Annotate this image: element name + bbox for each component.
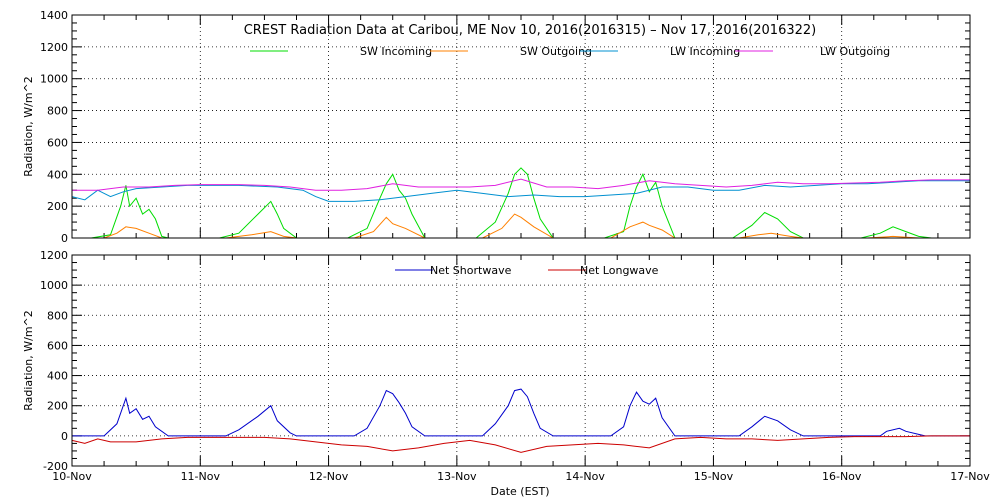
x-tick-label: 14-Nov [565, 470, 605, 483]
x-axis-label: Date (EST) [490, 485, 549, 498]
x-tick-label: 15-Nov [694, 470, 734, 483]
legend-label: SW Incoming [360, 45, 432, 58]
x-tick-label: 13-Nov [437, 470, 477, 483]
legend-label: LW Incoming [670, 45, 740, 58]
plot-frame [71, 254, 971, 467]
y-tick-label: 400 [47, 370, 68, 383]
y-tick-label: 1200 [40, 249, 68, 262]
y-tick-label: 800 [47, 309, 68, 322]
series-line-lw-incoming [71, 180, 970, 202]
y-tick-label: 400 [47, 168, 68, 181]
x-tick-label: 11-Nov [181, 470, 221, 483]
y-tick-label: 1400 [40, 9, 68, 22]
x-tick-label: 12-Nov [309, 470, 349, 483]
y-tick-label: -200 [43, 460, 68, 473]
y-tick-label: 0 [61, 430, 68, 443]
y-axis-label: Radiation, W/m^2 [22, 76, 35, 177]
series-line-lw-outgoing [72, 178, 970, 191]
x-tick-label: 10-Nov [52, 470, 92, 483]
y-tick-label: 200 [47, 200, 68, 213]
series-line-net-shortwave [72, 388, 970, 437]
legend-label: Net Longwave [580, 264, 659, 277]
legend-label: SW Outgoing [520, 45, 592, 58]
y-tick-label: 1200 [40, 41, 68, 54]
y-tick-label: 1000 [40, 279, 68, 292]
y-tick-label: 600 [47, 136, 68, 149]
legend-label: LW Outgoing [820, 45, 890, 58]
y-tick-label: 1000 [40, 73, 68, 86]
top-panel: 0 200 400 600 800 1000 1200 1400 Radiation, W/m^… [22, 9, 971, 245]
y-tick-label: 600 [47, 339, 68, 352]
series-line-sw-incoming [72, 167, 970, 239]
plot-frame [71, 14, 971, 239]
series-line-net-longwave [71, 435, 970, 453]
y-axis-label: Radiation, W/m^2 [22, 310, 35, 411]
legend-label: Net Shortwave [430, 264, 512, 277]
y-tick-label: 0 [61, 232, 68, 245]
bottom-panel: -200 0 200 400 600 800 1000 1200 Radiation, W/m^… [22, 249, 990, 498]
x-tick-label: 17-Nov [950, 470, 990, 483]
y-tick-label: 800 [47, 105, 68, 118]
x-tick-label: 16-Nov [822, 470, 862, 483]
y-tick-label: 200 [47, 400, 68, 413]
chart-title: CREST Radiation Data at Caribou, ME Nov … [244, 23, 817, 38]
